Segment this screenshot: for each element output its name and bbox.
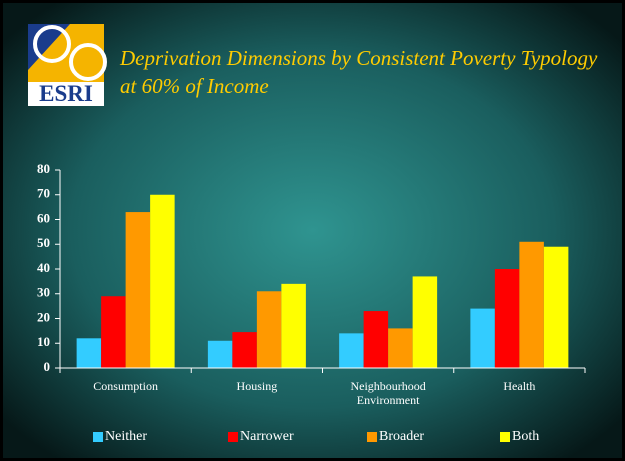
y-tick-label: 0 <box>44 359 51 374</box>
y-tick-label: 70 <box>37 186 50 201</box>
bar <box>207 340 233 368</box>
y-tick-label: 50 <box>37 235 50 250</box>
legend-label: Both <box>512 429 539 444</box>
legend-label: Narrower <box>240 429 294 444</box>
legend-swatch <box>93 432 103 442</box>
bar <box>494 269 520 368</box>
y-tick-label: 80 <box>37 161 50 176</box>
x-tick-label: Health <box>503 379 536 393</box>
bar <box>76 338 102 368</box>
background <box>3 3 622 458</box>
bar <box>412 276 438 368</box>
legend-label: Broader <box>379 429 424 444</box>
bar <box>125 212 151 368</box>
y-tick-label: 60 <box>37 210 50 225</box>
legend-swatch <box>228 432 238 442</box>
x-tick-label: Housing <box>236 379 278 393</box>
bar <box>543 246 569 368</box>
bar <box>232 332 257 368</box>
x-tick-label: Neighbourhood Environment <box>350 379 426 407</box>
y-tick-label: 10 <box>37 334 50 349</box>
bar <box>339 333 364 368</box>
y-tick-label: 20 <box>37 309 50 324</box>
bar <box>363 311 389 368</box>
y-tick-label: 30 <box>37 285 50 300</box>
logo-text: ESRI <box>39 81 93 106</box>
bar <box>281 283 306 368</box>
bar <box>519 241 544 368</box>
legend-label: Neither <box>105 429 147 444</box>
legend-swatch <box>500 432 510 442</box>
bar <box>101 296 126 368</box>
chart-title: Deprivation Dimensions by Consistent Pov… <box>120 46 598 98</box>
logo: ESRI <box>28 24 107 106</box>
bar <box>388 328 413 368</box>
y-tick-label: 40 <box>37 260 50 275</box>
legend-swatch <box>367 432 377 442</box>
bar <box>150 194 175 368</box>
bar <box>470 308 495 368</box>
bar <box>256 291 282 368</box>
x-tick-label: Consumption <box>93 379 158 393</box>
